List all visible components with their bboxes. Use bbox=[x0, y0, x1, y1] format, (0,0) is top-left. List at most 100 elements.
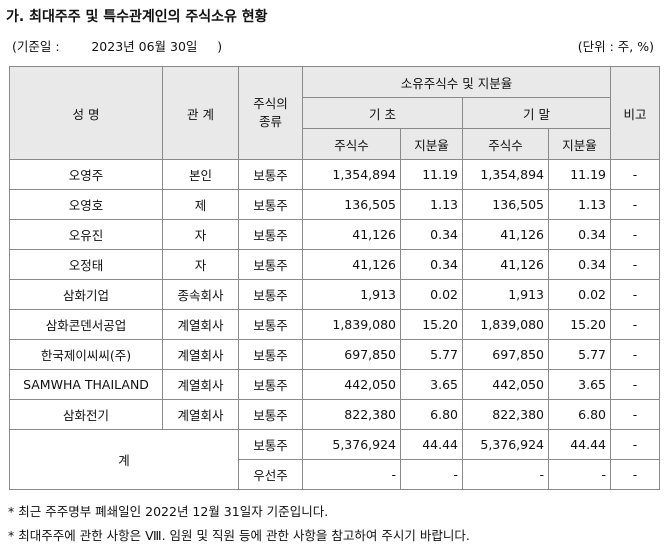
cell-name: 삼화기업 bbox=[9, 279, 163, 310]
cell-begin-shares: 697,850 bbox=[302, 339, 401, 370]
cell-name: 오정태 bbox=[9, 249, 163, 280]
cell-note: - bbox=[610, 159, 661, 190]
cell-type: 보통주 bbox=[238, 309, 303, 340]
total-row: 계 보통주 5,376,924 44.44 5,376,924 44.44- bbox=[9, 429, 661, 490]
cell-begin-ratio: 1.13 bbox=[400, 189, 463, 220]
cell-begin-shares: 41,126 bbox=[302, 249, 401, 280]
cell-end-shares: 1,913 bbox=[462, 279, 549, 310]
cell-note: - bbox=[610, 309, 661, 340]
cell-note: - bbox=[610, 279, 661, 310]
footnote: * 최근 주주명부 폐쇄일인 2022년 12월 31일자 기준입니다. bbox=[8, 504, 329, 519]
header-begin-ratio: 지분율 bbox=[400, 128, 463, 160]
cell-relation: 계열회사 bbox=[162, 339, 239, 370]
table-row: 삼화기업 종속회사 보통주 1,913 0.02 1,913 0.02- bbox=[9, 279, 661, 310]
cell-end-ratio: 5.77 bbox=[547, 339, 612, 370]
cell-type: 보통주 bbox=[238, 189, 303, 220]
table-row: 삼화전기 계열회사 보통주 822,380 6.80 822,380 6.80- bbox=[9, 399, 661, 430]
total-cell-end-shares: 5,376,924 bbox=[462, 429, 549, 460]
cell-name: 삼화콘덴서공업 bbox=[9, 309, 163, 340]
cell-name: 삼화전기 bbox=[9, 399, 163, 430]
cell-end-shares: 41,126 bbox=[462, 249, 549, 280]
shareholding-table: 성 명 관 계 주식의 종류 소유주식수 및 지분율 비고 기 초 기 말 주식… bbox=[9, 66, 661, 490]
header-end-ratio: 지분율 bbox=[547, 128, 612, 160]
cell-type: 보통주 bbox=[238, 249, 303, 280]
cell-end-ratio: 0.34 bbox=[547, 249, 612, 280]
cell-end-shares: 136,505 bbox=[462, 189, 549, 220]
cell-name: 한국제이씨씨(주) bbox=[9, 339, 163, 370]
cell-relation: 종속회사 bbox=[162, 279, 239, 310]
cell-note: - bbox=[610, 399, 661, 430]
cell-name: 오유진 bbox=[9, 219, 163, 250]
table-row: SAMWHA THAILAND 계열회사 보통주 442,050 3.65 442,050… bbox=[9, 369, 661, 400]
cell-type: 보통주 bbox=[238, 369, 303, 400]
cell-end-ratio: 0.02 bbox=[547, 279, 612, 310]
cell-begin-shares: 41,126 bbox=[302, 219, 401, 250]
total-cell-type: 우선주 bbox=[238, 459, 303, 490]
cell-note: - bbox=[610, 189, 661, 220]
cell-note: - bbox=[610, 339, 661, 370]
total-cell-type: 보통주 bbox=[238, 429, 303, 460]
cell-begin-shares: 1,839,080 bbox=[302, 309, 401, 340]
cell-relation: 제 bbox=[162, 189, 239, 220]
cell-type: 보통주 bbox=[238, 159, 303, 190]
cell-type: 보통주 bbox=[238, 339, 303, 370]
cell-end-shares: 822,380 bbox=[462, 399, 549, 430]
total-cell-end-ratio: - bbox=[547, 459, 612, 490]
header-relation: 관 계 bbox=[162, 66, 239, 160]
cell-begin-shares: 822,380 bbox=[302, 399, 401, 430]
cell-begin-ratio: 0.34 bbox=[400, 249, 463, 280]
cell-relation: 자 bbox=[162, 249, 239, 280]
cell-begin-ratio: 6.80 bbox=[400, 399, 463, 430]
cell-end-shares: 41,126 bbox=[462, 219, 549, 250]
cell-end-shares: 1,839,080 bbox=[462, 309, 549, 340]
cell-end-ratio: 6.80 bbox=[547, 399, 612, 430]
table-row: 오유진 자 보통주 41,126 0.34 41,126 0.34- bbox=[9, 219, 661, 250]
cell-end-ratio: 1.13 bbox=[547, 189, 612, 220]
cell-begin-ratio: 5.77 bbox=[400, 339, 463, 370]
cell-begin-shares: 442,050 bbox=[302, 369, 401, 400]
total-cell-note: - bbox=[610, 429, 661, 460]
cell-begin-shares: 1,913 bbox=[302, 279, 401, 310]
cell-name: 오영호 bbox=[9, 189, 163, 220]
header-holdings: 소유주식수 및 지분율 bbox=[301, 66, 612, 98]
cell-begin-shares: 1,354,894 bbox=[302, 159, 401, 190]
cell-end-shares: 1,354,894 bbox=[462, 159, 549, 190]
table-row: 오영주 본인 보통주 1,354,894 11.19 1,354,894 11.19- bbox=[9, 159, 661, 190]
cell-type: 보통주 bbox=[238, 399, 303, 430]
header-end-shares: 주식수 bbox=[462, 128, 549, 160]
cell-begin-ratio: 15.20 bbox=[400, 309, 463, 340]
total-cell-begin-shares: 5,376,924 bbox=[302, 429, 401, 460]
cell-begin-ratio: 0.34 bbox=[400, 219, 463, 250]
cell-name: SAMWHA THAILAND bbox=[9, 369, 163, 400]
table-row: 오영호 제 보통주 136,505 1.13 136,505 1.13- bbox=[9, 189, 661, 220]
basis-date: (기준일 : 2023년 06월 30일 ) bbox=[12, 39, 223, 54]
total-row: 우선주 - - - - - bbox=[10, 459, 661, 490]
header-name: 성 명 bbox=[9, 66, 163, 160]
total-cell-end-shares: - bbox=[462, 459, 549, 490]
cell-end-shares: 442,050 bbox=[462, 369, 549, 400]
footnote: * 최대주주에 관한 사항은 Ⅷ. 임원 및 직원 등에 관한 사항을 참고하여… bbox=[8, 528, 470, 543]
table-row: 오정태 자 보통주 41,126 0.34 41,126 0.34- bbox=[9, 249, 661, 280]
cell-note: - bbox=[610, 369, 661, 400]
cell-end-ratio: 11.19 bbox=[547, 159, 612, 190]
cell-type: 보통주 bbox=[238, 219, 303, 250]
total-cell-begin-ratio: 44.44 bbox=[400, 429, 463, 460]
cell-relation: 계열회사 bbox=[162, 369, 239, 400]
table-row: 한국제이씨씨(주) 계열회사 보통주 697,850 5.77 697,850 5.77- bbox=[9, 339, 661, 370]
cell-relation: 자 bbox=[162, 219, 239, 250]
unit-label: (단위 : 주, %) bbox=[577, 39, 654, 54]
header-begin: 기 초 bbox=[302, 97, 463, 129]
cell-relation: 계열회사 bbox=[162, 309, 239, 340]
section-title: 가. 최대주주 및 특수관계인의 주식소유 현황 bbox=[6, 9, 268, 25]
total-cell-note: - bbox=[610, 459, 661, 490]
cell-type: 보통주 bbox=[238, 279, 303, 310]
total-cell-end-ratio: 44.44 bbox=[547, 429, 612, 460]
header-begin-shares: 주식수 bbox=[302, 128, 401, 160]
header-note: 비고 bbox=[610, 66, 661, 160]
cell-begin-ratio: 0.02 bbox=[400, 279, 463, 310]
cell-end-shares: 697,850 bbox=[462, 339, 549, 370]
cell-end-ratio: 3.65 bbox=[547, 369, 612, 400]
cell-begin-shares: 136,505 bbox=[302, 189, 401, 220]
header-end: 기 말 bbox=[461, 97, 612, 129]
total-cell-begin-shares: - bbox=[302, 459, 401, 490]
